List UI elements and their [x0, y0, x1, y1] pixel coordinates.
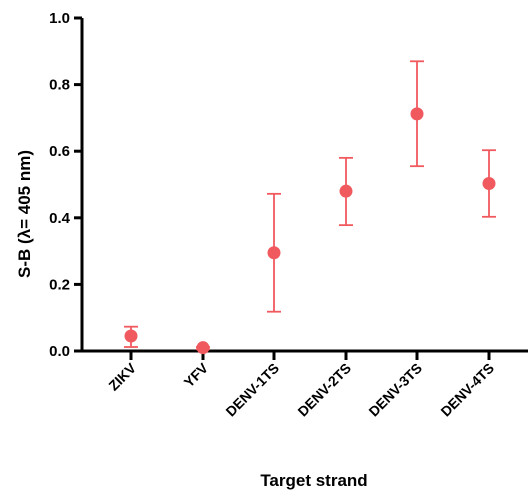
x-tick-label: ZIKV: [105, 359, 139, 393]
data-point: [267, 246, 281, 260]
x-tick-label: YFV: [181, 359, 212, 390]
x-ticks-group: ZIKV YFV DENV-1TS DENV-2TS DENV-3TS DENV-4TS: [105, 351, 497, 420]
y-tick-label: 0.8: [49, 77, 70, 94]
y-tick-label: 0.2: [49, 276, 70, 293]
error-bars-group: [124, 60, 496, 351]
y-axis-title: S-B (λ= 405 nm): [15, 150, 34, 278]
data-point: [482, 177, 496, 191]
data-point: [339, 184, 353, 198]
data-point: [124, 329, 138, 343]
y-tick-label: 0.0: [49, 343, 70, 360]
x-tick-label: DENV-4TS: [437, 360, 497, 420]
x-tick-label: DENV-2TS: [294, 360, 354, 420]
data-point: [196, 341, 210, 355]
axes-group: [80, 18, 528, 353]
points-group: [124, 107, 496, 355]
y-tick-label: 1.0: [49, 10, 70, 27]
x-tick-label: DENV-3TS: [365, 360, 425, 420]
x-axis-title: Target strand: [260, 471, 367, 490]
y-tick-label: 0.4: [49, 210, 71, 227]
x-tick-label: DENV-1TS: [222, 360, 282, 420]
y-tick-label: 0.6: [49, 143, 70, 160]
y-ticks-group: 0.0 0.2 0.4 0.6 0.8 1.0: [49, 10, 82, 360]
data-point: [410, 107, 424, 121]
